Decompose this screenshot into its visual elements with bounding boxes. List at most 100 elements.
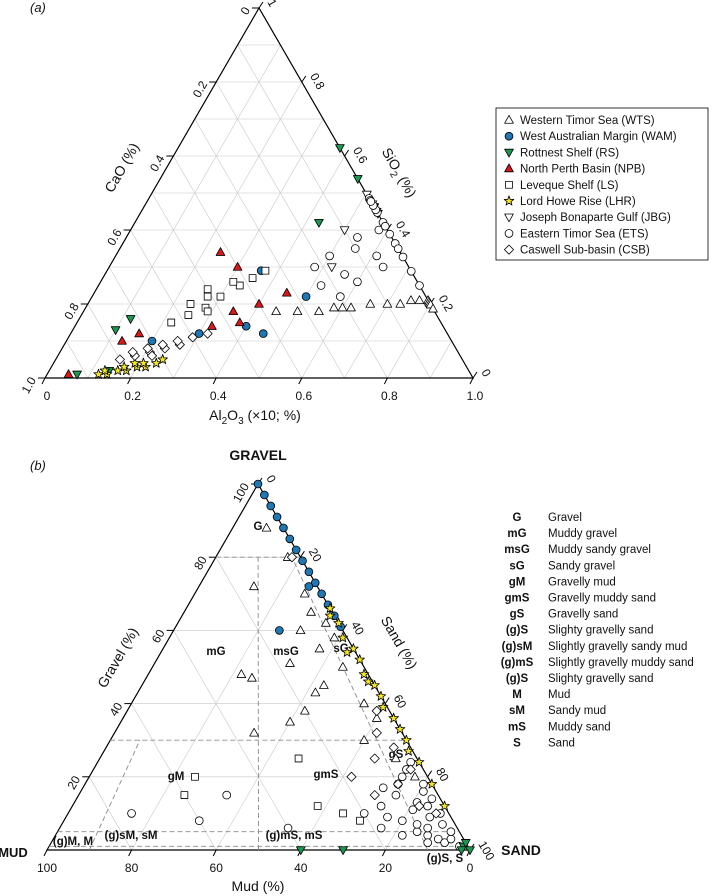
data-point bbox=[203, 292, 212, 301]
data-point bbox=[346, 302, 356, 312]
apex-label-mud: MUD bbox=[0, 845, 28, 860]
legend-code: mG bbox=[507, 528, 526, 540]
legend-code: gmS bbox=[505, 593, 530, 605]
data-point bbox=[319, 680, 329, 689]
legend-desc: Slighty gravelly sand bbox=[548, 625, 653, 637]
tick-label-right: 0.6 bbox=[350, 145, 371, 167]
data-point bbox=[300, 705, 310, 715]
legend-code: sM bbox=[509, 705, 525, 717]
grid-line bbox=[344, 266, 410, 379]
data-point bbox=[446, 834, 456, 844]
data-point bbox=[336, 292, 345, 301]
data-point bbox=[425, 812, 435, 822]
legend-code: mS bbox=[508, 721, 526, 733]
legend-code: (g)S bbox=[506, 673, 529, 685]
grid-line bbox=[131, 703, 217, 851]
tick-label-bottom: 80 bbox=[125, 861, 139, 875]
legend-desc: Gravelly mud bbox=[548, 576, 616, 588]
legend-desc: Sandy mud bbox=[548, 705, 606, 717]
tick-label-right: 80 bbox=[433, 765, 452, 784]
data-point bbox=[329, 632, 340, 642]
data-point bbox=[261, 522, 272, 532]
data-point bbox=[419, 779, 428, 789]
data-point bbox=[338, 662, 348, 671]
legend-code: sG bbox=[509, 560, 524, 572]
grid-line bbox=[258, 192, 367, 379]
data-point bbox=[385, 229, 395, 239]
data-point bbox=[375, 690, 387, 701]
tick-mark bbox=[301, 75, 307, 83]
data-point bbox=[369, 790, 380, 801]
data-point bbox=[291, 545, 301, 555]
data-point bbox=[228, 306, 239, 316]
al2o3-label-sub1: 2 bbox=[222, 416, 228, 427]
legend-entry: Rottnest Shelf (RS) bbox=[520, 147, 619, 159]
data-point bbox=[235, 281, 244, 290]
legend-marker bbox=[504, 244, 514, 255]
legend-code: M bbox=[512, 689, 522, 701]
data-point bbox=[316, 281, 326, 290]
tick-label-left: 40 bbox=[107, 700, 126, 719]
tick-label-bottom: 40 bbox=[294, 861, 308, 875]
legend-desc: Gravel bbox=[548, 512, 582, 524]
tick-mark bbox=[128, 849, 133, 857]
data-point bbox=[380, 221, 390, 231]
data-point bbox=[340, 270, 349, 279]
data-point bbox=[299, 588, 310, 598]
tick-mark bbox=[344, 149, 350, 157]
tick-label-bottom: 0 bbox=[467, 861, 474, 875]
data-point bbox=[275, 626, 284, 635]
data-point bbox=[134, 328, 144, 338]
data-point bbox=[110, 326, 121, 335]
data-point bbox=[393, 244, 403, 253]
tick-mark bbox=[43, 849, 48, 857]
data-point bbox=[285, 534, 295, 544]
legend-entry: Western Timor Sea (WTS) bbox=[520, 115, 655, 127]
data-point bbox=[412, 827, 422, 837]
data-point bbox=[326, 263, 337, 272]
data-point bbox=[423, 831, 432, 840]
tick-mark bbox=[299, 550, 305, 558]
data-point bbox=[405, 764, 416, 775]
data-point bbox=[406, 266, 416, 276]
data-point bbox=[157, 339, 168, 350]
legend-desc: Slightly gravelly sandy mud bbox=[548, 641, 687, 653]
data-point bbox=[294, 754, 303, 763]
data-point bbox=[324, 610, 336, 621]
data-point bbox=[412, 820, 422, 829]
axis-label-gravel: Gravel (%) bbox=[94, 625, 141, 691]
tick-mark bbox=[258, 1, 264, 9]
data-point bbox=[282, 287, 292, 297]
data-point bbox=[346, 771, 357, 782]
data-point bbox=[378, 783, 388, 793]
legend-desc: Slightly gravelly muddy sand bbox=[548, 657, 694, 669]
data-point bbox=[114, 354, 125, 365]
grid-line bbox=[300, 703, 386, 851]
data-point bbox=[285, 658, 295, 667]
ternary-panel-b: (b) GRAVEL MUD SAND GmG msG sG gM gmS gS (g)M,… bbox=[0, 447, 541, 894]
legend-marker bbox=[504, 163, 514, 173]
data-point bbox=[215, 247, 226, 256]
axis-label-cao: CaO (%) bbox=[101, 140, 142, 195]
grid-line bbox=[88, 776, 132, 851]
data-point bbox=[203, 307, 212, 316]
legend-code: gS bbox=[510, 609, 525, 621]
data-point bbox=[371, 705, 382, 716]
legend-desc: Muddy sand bbox=[548, 721, 611, 733]
data-point bbox=[394, 723, 406, 734]
legend-desc: Sand bbox=[548, 737, 575, 749]
data-point bbox=[142, 343, 153, 354]
grid-line bbox=[429, 340, 452, 379]
axis-label-mud: Mud (%) bbox=[232, 878, 285, 894]
field-label: gmS bbox=[314, 769, 339, 781]
data-point bbox=[254, 299, 264, 308]
data-point bbox=[378, 262, 388, 272]
data-point bbox=[314, 218, 324, 228]
tick-label-right: 60 bbox=[391, 692, 410, 711]
data-point bbox=[222, 790, 232, 800]
data-point bbox=[426, 778, 438, 789]
data-point bbox=[352, 175, 363, 184]
data-point bbox=[127, 347, 138, 358]
data-point bbox=[456, 846, 467, 855]
data-point bbox=[147, 336, 157, 346]
